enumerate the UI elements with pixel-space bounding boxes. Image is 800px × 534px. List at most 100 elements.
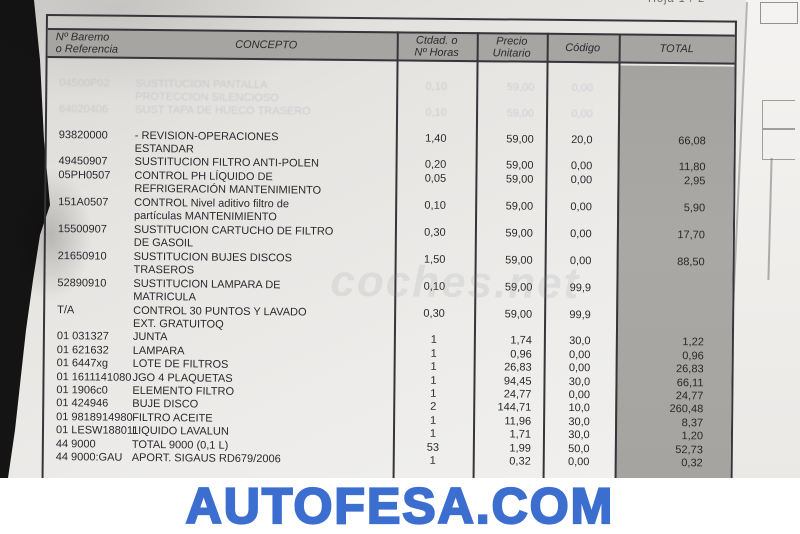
cell-total: 0,96	[682, 349, 704, 363]
header-cell-concept: CONCEPTO	[235, 38, 298, 52]
cell-concept: - REVISION-OPERACIONES ESTANDAR	[135, 130, 396, 159]
cell-total	[618, 82, 734, 83]
cell-price: 24,77	[503, 388, 532, 401]
cell-qty: 0,10	[425, 80, 448, 93]
header-cell-ref: Nº Baremo o Referencia	[55, 31, 119, 56]
cell-price: 144,71	[497, 401, 532, 415]
concept-line: partículas MANTENIMIENTO	[134, 210, 277, 224]
table-header: Nº Baremo o Referencia CONCEPTO Ctdad. o…	[47, 28, 735, 65]
cell-price: 59,00	[506, 107, 535, 120]
cell-total: 26,83	[676, 363, 704, 376]
cell-concept: CONTROL 30 PUNTOS Y LAVADO EXT. GRATUITOQ	[133, 305, 394, 334]
cell-code: 30,0	[569, 335, 591, 348]
cell-ref: 01 LESW188011	[55, 424, 139, 438]
cell-ref: 01 621632	[56, 343, 109, 357]
cell-price: 59,00	[505, 254, 533, 268]
cell-code: 0,00	[568, 348, 591, 362]
concept-line: TRASEROS	[133, 264, 195, 277]
cell-qty: 0,20	[424, 158, 447, 171]
cell-code: 0,00	[571, 108, 593, 121]
cell-qty: 1	[430, 360, 437, 373]
cell-code: 0,00	[569, 255, 592, 268]
cell-code: 0,00	[570, 228, 592, 241]
cell-concept: SUSTITUCION BUJES DISCOS TRASEROS	[133, 251, 394, 280]
cell-qty: 2	[430, 401, 437, 414]
cell-total: 1,22	[682, 336, 704, 349]
cell-qty: 0,10	[425, 106, 447, 119]
cell-qty: 0,10	[423, 281, 446, 294]
cell-concept: SUSTITUCION LAMPARA DE MATRICULA	[133, 278, 394, 307]
cell-code: 0,00	[567, 455, 590, 469]
cell-ref: 44 9000	[55, 437, 96, 451]
cell-price: 0,32	[509, 455, 531, 468]
cell-total: 2,95	[683, 175, 706, 188]
cell-ref: 15500907	[57, 223, 107, 236]
ghost-rows: 04500P02 SUSTITUCION PANTALLA PROTECCION …	[47, 76, 734, 123]
cell-price: 1,74	[510, 334, 532, 348]
cell-price: 11,96	[504, 415, 532, 428]
cell-price: 59,00	[506, 81, 535, 94]
cell-qty: 0,30	[424, 227, 446, 240]
concept-line: MATRICULA	[133, 291, 197, 304]
cell-qty: 0,05	[424, 173, 447, 186]
cell-total: 17,70	[677, 229, 705, 242]
cell-code: 0,00	[571, 82, 594, 95]
cell-price: 1,99	[509, 441, 531, 455]
concept-line: SUST TAPA DE HUECO TRASERO	[135, 103, 311, 118]
cell-code: 30,0	[568, 429, 590, 442]
cell-total: 24,77	[675, 390, 704, 403]
cell-ref: 01 1906c0	[56, 384, 108, 397]
cell-code: 0,00	[568, 362, 591, 375]
cell-code: 0,00	[568, 388, 591, 402]
cell-qty: 53	[426, 441, 440, 454]
cell-concept: SUST TAPA DE HUECO TRASERO	[135, 104, 396, 120]
header-cell-price: Precio Unitario	[492, 35, 531, 60]
cell-price: 59,00	[504, 308, 533, 322]
cell-price: 26,83	[504, 361, 532, 374]
cell-code: 0,00	[570, 160, 593, 173]
cell-qty: 1	[429, 427, 437, 440]
cell-ref: 01 6447xg	[56, 357, 109, 370]
cell-total: 260,48	[669, 403, 704, 416]
cell-price: 59,00	[505, 200, 534, 214]
cell-code: 0,00	[570, 201, 592, 214]
banner-text: AUTOFESA.COM	[185, 477, 615, 534]
cell-total: 11,80	[678, 161, 706, 174]
cell-total: 66,08	[678, 135, 706, 148]
header-cell-qty: Ctdad. o Nº Horas	[414, 34, 459, 59]
concept-line: REFRIGERACIÓN MANTENIMIENTO	[134, 183, 322, 198]
cell-qty: 1	[429, 414, 437, 427]
header-cell-code: Código	[565, 41, 601, 55]
cell-price: 59,00	[506, 133, 534, 146]
cell-total: 1,20	[681, 430, 704, 443]
cell-total: 52,73	[675, 443, 703, 456]
cell-ref: 01 424946	[56, 397, 109, 410]
cell-code: 50,0	[568, 442, 590, 455]
cell-total: 5,90	[683, 202, 706, 215]
cell-qty: 1	[430, 347, 437, 360]
cell-total: 66,11	[676, 376, 704, 389]
cell-price: 0,96	[510, 348, 532, 361]
cell-qty: 1	[430, 387, 437, 400]
cell-ref: 151A0507	[58, 196, 109, 209]
cell-qty: 1	[430, 334, 438, 347]
cell-ref: 04500P02	[59, 77, 110, 90]
cell-price: 94,45	[503, 374, 532, 388]
cell-ref: 52890910	[57, 277, 107, 290]
cell-price: 59,00	[505, 227, 533, 241]
cell-code: 10,0	[568, 402, 590, 415]
cell-ref: 01 1611141080	[56, 370, 132, 384]
cell-total	[618, 108, 734, 109]
cell-price: 59,00	[504, 281, 533, 295]
cell-code: 30,0	[568, 375, 591, 388]
cell-ref: T/A	[57, 304, 75, 317]
cell-qty: 1,50	[423, 254, 446, 267]
cell-code: 0,00	[570, 174, 593, 187]
cell-code: 20,0	[571, 134, 593, 147]
cell-code: 99,9	[569, 309, 591, 322]
form-edge-boxes	[762, 100, 795, 160]
cell-concept: APORT. SIGAUS RD679/2006	[132, 452, 393, 468]
cell-total	[616, 310, 732, 311]
concept-line: DE GASOIL	[133, 237, 194, 250]
invoice-photo: Hoja 1 / 2 Nº Baremo o Referencia CONCEP…	[0, 0, 800, 478]
